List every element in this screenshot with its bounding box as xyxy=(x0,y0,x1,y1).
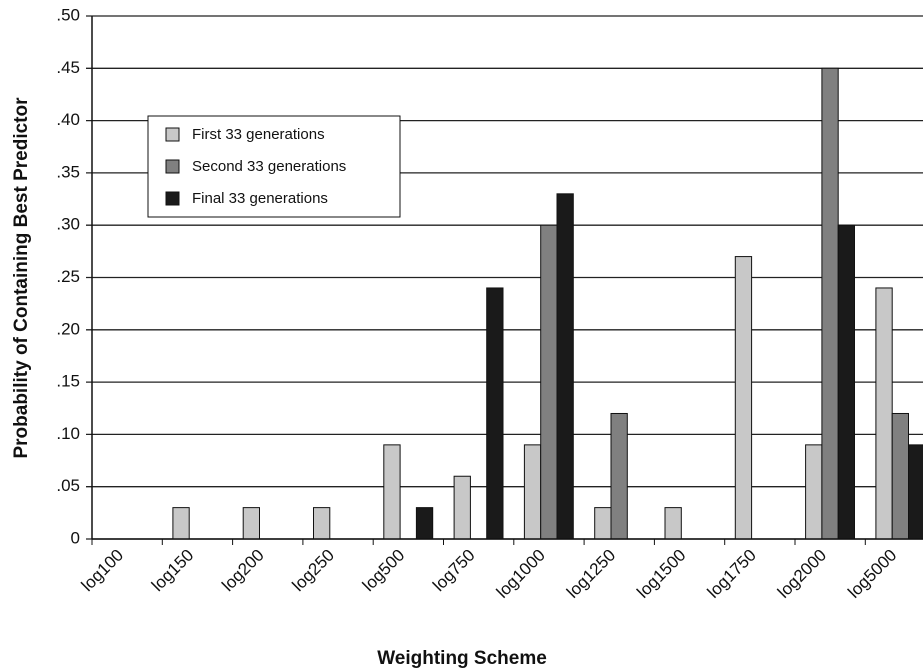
y-axis-title: Probability of Containing Best Predictor xyxy=(11,97,32,459)
x-tick-label: log1500 xyxy=(633,546,689,602)
bar xyxy=(837,224,856,540)
x-tick-label: log100 xyxy=(78,546,128,596)
bar xyxy=(523,444,542,540)
bar xyxy=(383,444,401,540)
bar xyxy=(313,507,331,540)
bar xyxy=(664,507,682,540)
bar xyxy=(172,507,190,540)
bar xyxy=(734,256,753,540)
y-tick-label: .25 xyxy=(56,267,80,286)
y-tick-label: .05 xyxy=(56,476,80,495)
legend-box xyxy=(147,115,401,218)
bar xyxy=(891,412,910,540)
x-axis-title: Weighting Scheme xyxy=(377,648,547,669)
x-tick-label: log250 xyxy=(289,546,339,596)
legend-label: Second 33 generations xyxy=(192,158,346,175)
x-tick-label: log1250 xyxy=(563,546,619,602)
bar xyxy=(610,412,628,540)
bar xyxy=(908,444,923,540)
y-tick-label: 0 xyxy=(71,528,80,547)
legend-swatch xyxy=(165,191,180,206)
legend-swatch xyxy=(165,159,180,174)
x-tick-label: log1000 xyxy=(493,546,549,602)
x-tick-label: log500 xyxy=(359,546,409,596)
x-tick-label: log750 xyxy=(429,546,479,596)
x-tick-label: log1750 xyxy=(704,546,760,602)
bar xyxy=(453,475,471,540)
y-tick-label: .35 xyxy=(56,162,80,181)
bar xyxy=(805,444,823,540)
y-tick-label: .10 xyxy=(56,424,80,443)
bar xyxy=(415,507,434,540)
x-tick-label: log2000 xyxy=(774,546,830,602)
y-tick-label: .15 xyxy=(56,372,80,391)
x-tick-label: log5000 xyxy=(844,546,900,602)
y-tick-label: .50 xyxy=(56,5,80,24)
legend-label: First 33 generations xyxy=(192,126,325,143)
bar xyxy=(556,193,574,540)
bar xyxy=(486,287,504,540)
x-tick-label: log150 xyxy=(148,546,198,596)
bar xyxy=(875,287,893,540)
x-tick-label: log200 xyxy=(218,546,268,596)
y-tick-label: .20 xyxy=(56,319,80,338)
bar xyxy=(594,507,612,540)
bar xyxy=(540,224,558,540)
bar xyxy=(242,507,260,540)
y-tick-label: .40 xyxy=(56,110,80,129)
legend-swatch xyxy=(165,127,180,142)
y-tick-label: .30 xyxy=(56,215,80,234)
y-tick-label: .45 xyxy=(56,58,80,77)
legend-label: Final 33 generations xyxy=(192,190,328,207)
bar xyxy=(821,67,839,540)
